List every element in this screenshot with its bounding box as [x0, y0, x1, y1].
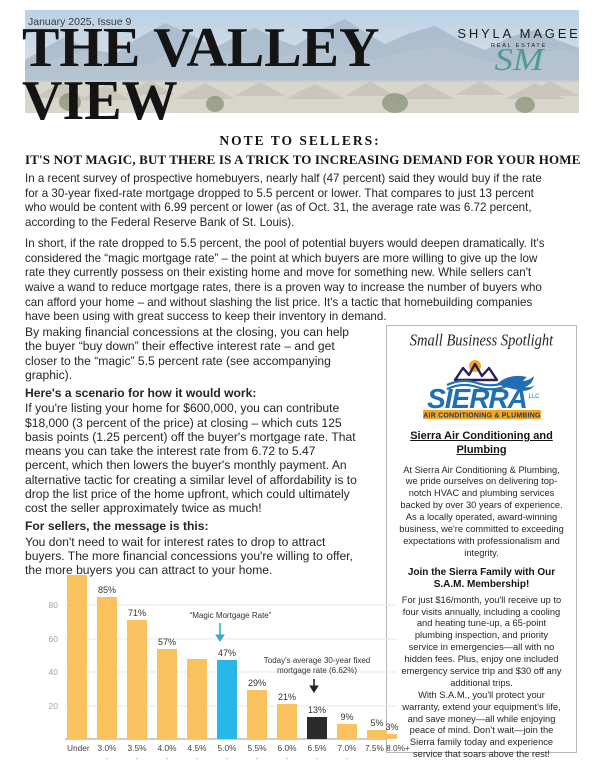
- svg-text:LLC: LLC: [528, 394, 540, 400]
- svg-text:40: 40: [49, 667, 59, 677]
- svg-text:80: 80: [49, 600, 59, 610]
- svg-text:20: 20: [49, 701, 59, 711]
- svg-text:60: 60: [49, 634, 59, 644]
- svg-text:AIR CONDITIONING & PLUMBING: AIR CONDITIONING & PLUMBING: [423, 413, 541, 420]
- svg-text:SIERRA: SIERRA: [427, 383, 527, 414]
